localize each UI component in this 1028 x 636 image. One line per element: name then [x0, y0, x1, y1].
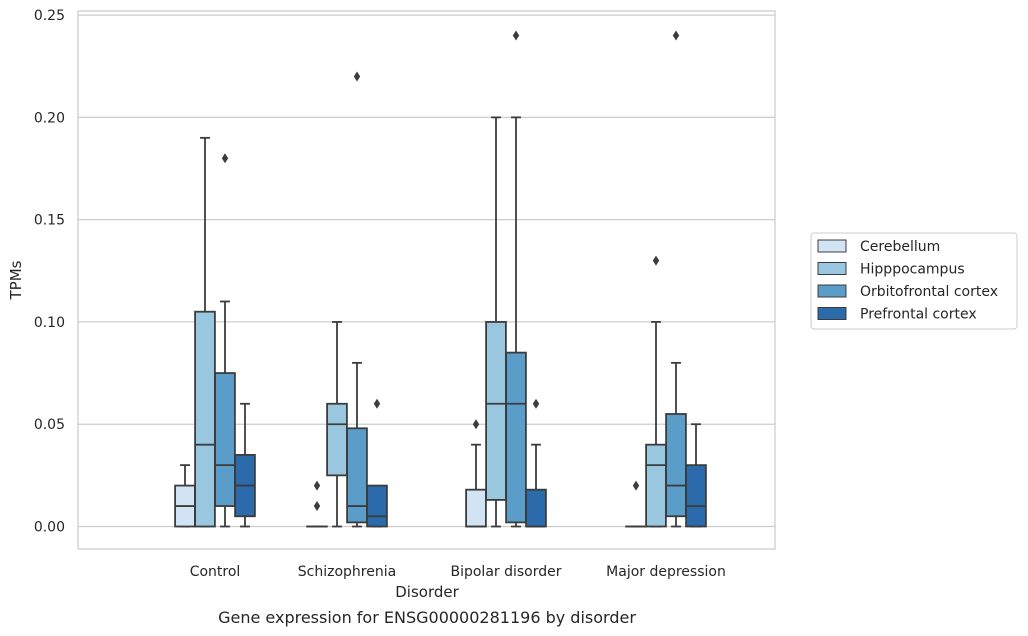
- outlier-point: [652, 255, 660, 266]
- outlier-point: [672, 30, 680, 41]
- box-cerebellum: [306, 480, 328, 528]
- iqr-box: [465, 488, 487, 528]
- iqr-box: [685, 464, 707, 528]
- x-tick-label: Schizophrenia: [298, 564, 396, 580]
- y-tick-label: 0.25: [34, 8, 65, 24]
- box-plots: [174, 30, 707, 528]
- y-tick-label: 0.15: [34, 213, 65, 229]
- y-tick-label: 0.20: [34, 110, 65, 126]
- legend-frame: [810, 232, 1018, 330]
- box-orbitofrontal-cortex: [505, 30, 527, 528]
- chart-title: Gene expression for ENSG00000281196 by d…: [218, 608, 636, 627]
- outlier-point: [313, 501, 321, 512]
- box-prefrontal-cortex: [366, 398, 388, 528]
- outlier-point: [472, 419, 480, 430]
- x-tick-label: Bipolar disorder: [450, 564, 561, 580]
- iqr-box: [485, 321, 507, 501]
- outlier-point: [313, 480, 321, 491]
- legend-swatch: [817, 284, 847, 298]
- iqr-box: [366, 484, 388, 528]
- outlier-point: [373, 398, 381, 409]
- legend-swatch: [817, 262, 847, 275]
- x-axis-title: Disorder: [395, 583, 459, 601]
- y-tick-labels: 0.00 0.05 0.10 0.15 0.20 0.25: [34, 8, 65, 535]
- iqr-box: [505, 351, 527, 524]
- iqr-box: [525, 488, 547, 528]
- box-prefrontal-cortex: [234, 402, 256, 528]
- legend-swatch: [817, 307, 847, 320]
- legend-swatch: [817, 239, 847, 253]
- iqr-box: [194, 310, 216, 528]
- y-tick-label: 0.10: [34, 315, 65, 331]
- legend-label: Prefrontal cortex: [860, 307, 977, 323]
- legend: Cerebellum Hipppocampus Orbitofrontal cort…: [810, 232, 1018, 330]
- y-tick-label: 0.05: [34, 417, 65, 433]
- plot-frame: [77, 10, 776, 550]
- box-cerebellum: [465, 419, 487, 528]
- outlier-point: [632, 480, 640, 491]
- y-tick-label: 0.00: [34, 519, 65, 535]
- legend-label: Cerebellum: [860, 239, 940, 255]
- iqr-box: [326, 402, 348, 477]
- box-prefrontal-cortex: [525, 398, 547, 528]
- x-tick-label: Control: [190, 564, 241, 580]
- box-hipppocampus: [645, 255, 667, 528]
- legend-label: Orbitofrontal cortex: [860, 284, 998, 300]
- box-orbitofrontal-cortex: [346, 71, 368, 528]
- outlier-point: [221, 153, 229, 164]
- iqr-box: [665, 413, 687, 518]
- y-axis-title: TPMs: [7, 260, 25, 300]
- outlier-point: [532, 398, 540, 409]
- box-orbitofrontal-cortex: [214, 153, 236, 528]
- iqr-box: [214, 372, 236, 507]
- outlier-point: [512, 30, 520, 41]
- outlier-point: [353, 71, 361, 82]
- x-tick-labels: Control Schizophrenia Bipolar disorder Majo…: [190, 564, 726, 580]
- box-prefrontal-cortex: [685, 423, 707, 528]
- iqr-box: [645, 443, 667, 528]
- x-tick-label: Major depression: [606, 564, 726, 580]
- legend-label: Hipppocampus: [860, 262, 965, 278]
- iqr-box: [346, 427, 368, 524]
